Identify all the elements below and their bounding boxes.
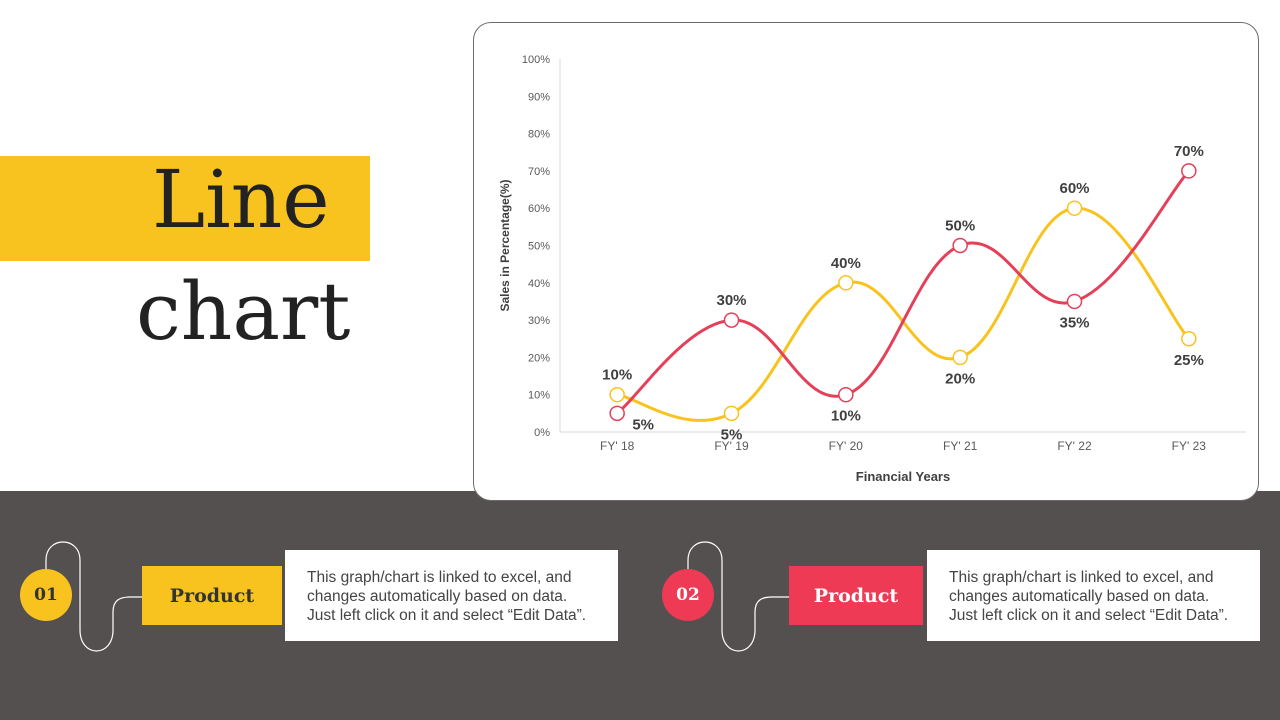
data-point-marker: [1066, 200, 1083, 216]
x-axis-title: Financial Years: [856, 469, 950, 484]
data-label: 5%: [721, 426, 743, 443]
data-point-marker: [609, 386, 625, 403]
page-title-line1: Line: [152, 153, 330, 246]
product-label-01[interactable]: Product: [142, 566, 282, 625]
line-chart[interactable]: 0% 10% 20% 30% 40% 50% 60% 70% 80% 90% 100% FY' 18 F…: [474, 23, 1260, 502]
y-tick-label: 80%: [528, 129, 550, 141]
step-badge-01: 01: [20, 569, 72, 621]
y-tick-label: 30%: [528, 315, 550, 327]
y-tick-label: 90%: [528, 91, 550, 103]
data-point-marker: [952, 349, 968, 366]
data-label: 30%: [716, 292, 746, 309]
y-tick-label: 50%: [528, 241, 550, 253]
y-tick-label: 10%: [528, 390, 550, 402]
data-point-marker: [1066, 293, 1083, 310]
x-tick-label: FY' 22: [1057, 439, 1092, 453]
data-label: 70%: [1174, 143, 1204, 160]
description-box-02: This graph/chart is linked to excel, and…: [927, 550, 1260, 641]
x-tick-label: FY' 20: [829, 439, 864, 453]
y-axis-title: Sales in Percentage(%): [498, 179, 512, 311]
data-label: 25%: [1174, 352, 1204, 369]
data-point-marker: [609, 405, 625, 422]
data-label: 35%: [1059, 314, 1089, 331]
x-tick-label: FY' 23: [1172, 439, 1207, 453]
step-badge-02: 02: [662, 569, 714, 621]
data-label: 40%: [831, 255, 861, 272]
chart-card[interactable]: 0% 10% 20% 30% 40% 50% 60% 70% 80% 90% 100% FY' 18 F…: [473, 22, 1259, 501]
data-point-marker: [838, 275, 854, 291]
y-tick-label: 40%: [528, 278, 550, 290]
data-point-marker: [1181, 331, 1197, 347]
x-tick-label: FY' 19: [714, 439, 749, 453]
x-tick-label: FY' 18: [600, 439, 635, 453]
y-tick-label: 70%: [528, 166, 550, 178]
page-title-line2: chart: [136, 265, 351, 358]
data-label: 60%: [1059, 180, 1089, 197]
data-point-marker: [1181, 163, 1197, 179]
y-tick-label: 20%: [528, 352, 550, 364]
data-point-marker: [723, 405, 740, 422]
x-tick-label: FY' 21: [943, 439, 978, 453]
description-box-01: This graph/chart is linked to excel, and…: [285, 550, 618, 641]
y-tick-label: 0%: [534, 427, 550, 439]
data-label: 10%: [831, 408, 861, 425]
data-point-marker: [952, 237, 968, 254]
data-point-marker: [838, 386, 854, 403]
y-tick-label: 100%: [522, 54, 550, 66]
data-label: 5%: [632, 416, 654, 433]
product-label-02[interactable]: Product: [789, 566, 923, 625]
data-label: 50%: [945, 218, 975, 235]
data-label: 10%: [602, 367, 632, 384]
y-tick-label: 60%: [528, 203, 550, 215]
data-label: 20%: [945, 370, 975, 387]
title-accent-band: [0, 156, 370, 261]
data-point-marker: [723, 312, 740, 328]
